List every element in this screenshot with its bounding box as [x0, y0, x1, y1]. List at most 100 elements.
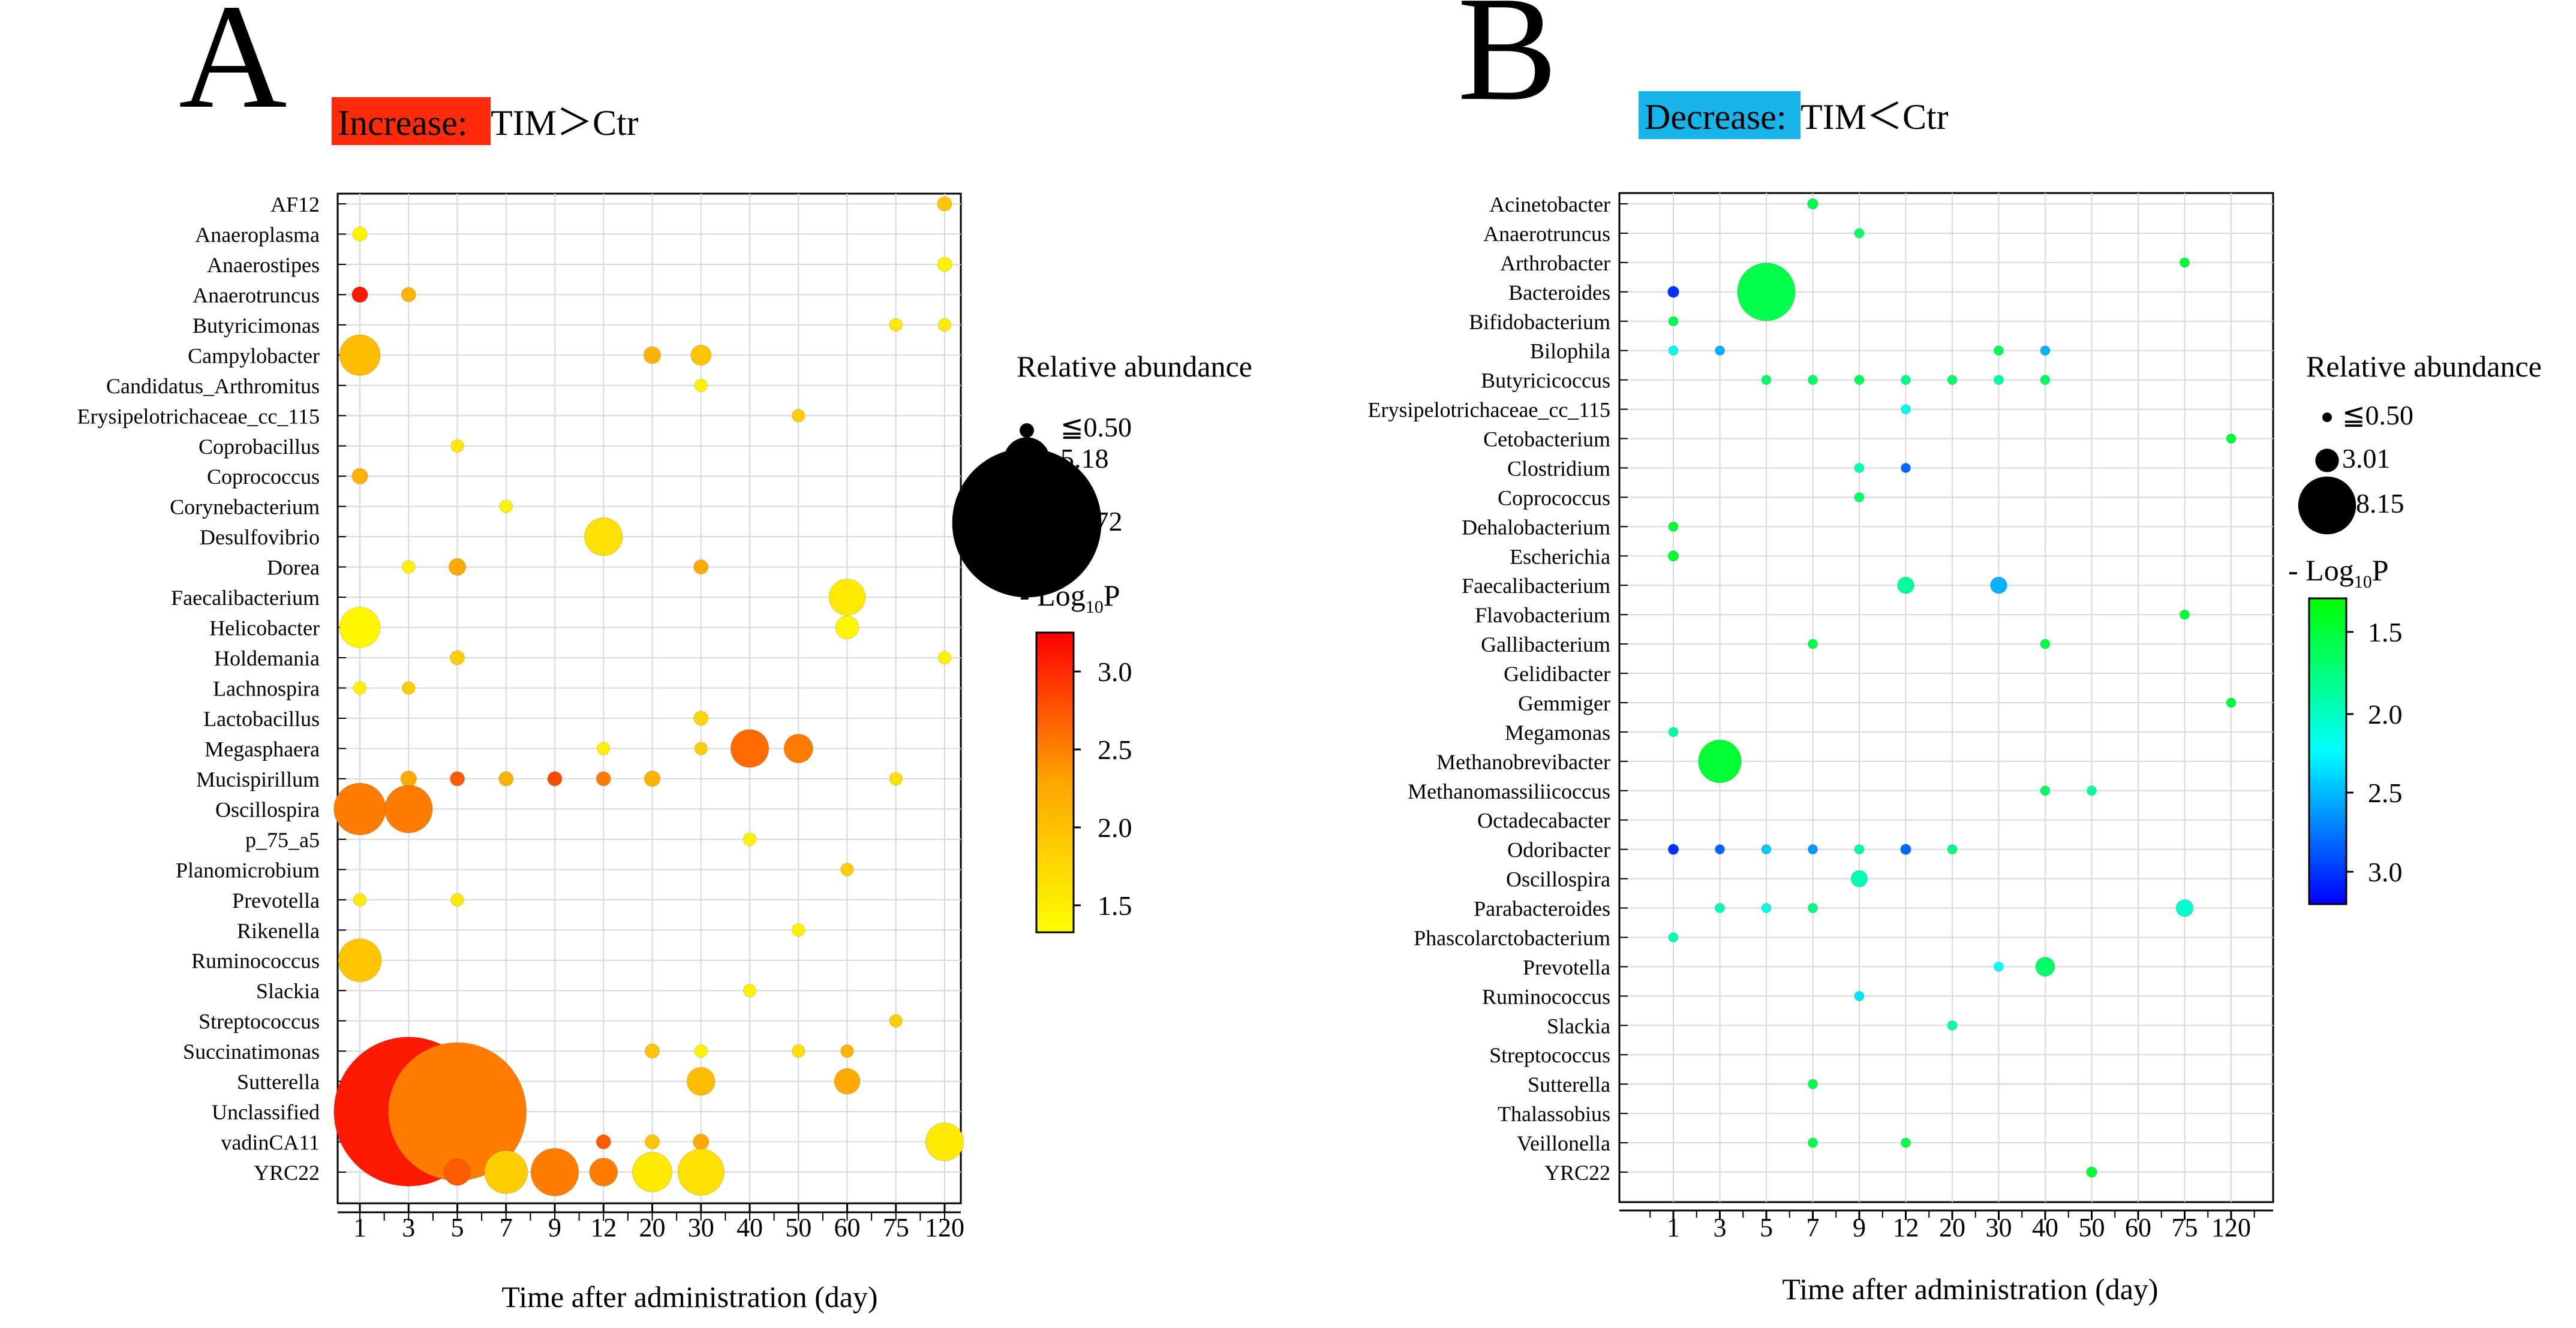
- panel-a-data-point: [353, 681, 367, 695]
- panel-a-y-tick-label: YRC22: [254, 1161, 320, 1185]
- panel-a-data-point: [333, 782, 386, 836]
- panel-a-tag-label: Increase:: [338, 103, 468, 143]
- panel-a-x-tick-label: 5: [451, 1213, 464, 1242]
- panel-a-y-tick-label: Planomicrobium: [176, 858, 320, 882]
- panel-b-y-tick-label: Gallibacterium: [1481, 633, 1610, 657]
- panel-a-data-point: [840, 863, 854, 877]
- panel-a-data-point: [443, 1158, 471, 1186]
- panel-b-y-tick-label: Bacteroides: [1508, 281, 1610, 305]
- panel-b-data-point: [1667, 550, 1679, 562]
- panel-b-data-point: [1761, 844, 1772, 855]
- panel-a-y-tick-label: Unclassified: [212, 1100, 320, 1124]
- panel-a-data-point: [402, 560, 416, 574]
- panel-b-y-tick-label: Sutterella: [1528, 1073, 1610, 1097]
- panel-a-data-point: [400, 770, 417, 787]
- panel-b-y-tick-label: Flavobacterium: [1475, 603, 1610, 627]
- panel-b-y-tick-label: Acinetobacter: [1489, 192, 1610, 216]
- panel-b-data-point: [1715, 903, 1725, 914]
- panel-b-y-tick-label: Coprococcus: [1498, 486, 1610, 510]
- panel-b-x-tick-label: 5: [1760, 1213, 1773, 1242]
- panel-b-data-point: [1854, 990, 1865, 1001]
- panel-b-y-tick-label: Gemmiger: [1518, 691, 1610, 715]
- panel-b-data-point: [2086, 1166, 2097, 1178]
- panel-b-data-point: [1698, 739, 1742, 784]
- panel-a-data-point: [834, 1068, 861, 1095]
- panel-b-data-point: [1737, 263, 1796, 321]
- panel-a-data-point: [450, 650, 465, 665]
- panel-a-y-tick-label: Slackia: [256, 979, 320, 1003]
- panel-a-size-legend-label-small: ≦0.50: [1060, 412, 1132, 442]
- panel-a-y-tick-label: Anaerostipes: [207, 253, 320, 277]
- panel-a-data-point: [643, 346, 662, 365]
- panel-a-data-point: [597, 742, 611, 755]
- panel-b-data-point: [1808, 1079, 1818, 1089]
- panel-b-x-tick-label: 20: [1939, 1213, 1965, 1242]
- panel-a-data-point: [402, 681, 416, 695]
- panel-a-color-tick-label: 2.0: [1098, 812, 1132, 843]
- panel-b-data-point: [2040, 785, 2051, 796]
- panel-b-data-point: [2226, 697, 2237, 708]
- panel-a-y-tick-label: Lactobacillus: [203, 707, 320, 731]
- panel-a-data-point: [925, 1122, 964, 1161]
- panel-b-y-tick-label: Octadecabacter: [1477, 809, 1610, 833]
- panel-b-data-point: [1808, 844, 1818, 855]
- panel-b-data-point: [2087, 785, 2097, 796]
- panel-b-x-tick-label: 40: [2032, 1213, 2058, 1242]
- panel-b-color-tick-label: 2.5: [2368, 778, 2403, 808]
- panel-b-y-tick-label: YRC22: [1544, 1161, 1610, 1185]
- panel-a-y-tick-label: Streptococcus: [199, 1010, 320, 1034]
- panel-a-y-tick-label: Anaerotruncus: [193, 283, 320, 307]
- panel-a-y-tick-label: Megasphaera: [205, 737, 320, 761]
- panel-a-data-point: [352, 226, 368, 242]
- panel-a-data-point: [644, 770, 661, 787]
- panel-b-y-tick-label: Methanobrevibacter: [1436, 750, 1610, 774]
- panel-a-data-point: [937, 318, 952, 332]
- panel-a-data-point: [693, 1133, 710, 1151]
- panel-a-size-legend-title: Relative abundance: [1017, 350, 1252, 383]
- panel-a-x-axis-title: Time after administration (day): [501, 1280, 877, 1314]
- panel-a-data-point: [743, 983, 757, 998]
- panel-b-tag-background: [1639, 91, 1801, 139]
- panel-b-y-tick-label: Escherichia: [1510, 544, 1610, 568]
- panel-b-y-tick-label: Methanomassiliicoccus: [1408, 779, 1610, 803]
- panel-b-data-point: [1668, 932, 1679, 942]
- panel-b-x-tick-label: 75: [2172, 1213, 2198, 1242]
- panel-b-size-legend-label-small: ≦0.50: [2342, 400, 2413, 430]
- panel-b-data-point: [1901, 375, 1911, 386]
- panel-a-y-tick-label: Succinatimonas: [183, 1040, 320, 1064]
- panel-b-y-tick-label: Veillonella: [1517, 1131, 1610, 1155]
- panel-a-data-point: [499, 499, 513, 513]
- panel-b-y-tick-label: Ruminococcus: [1482, 984, 1610, 1008]
- panel-b-size-legend-title: Relative abundance: [2306, 350, 2542, 383]
- panel-a-y-tick-label: AF12: [270, 192, 320, 216]
- panel-a-data-point: [450, 893, 464, 907]
- panel-b-data-point: [1901, 404, 1911, 415]
- panel-b-x-tick-label: 3: [1714, 1213, 1727, 1242]
- panel-b-y-tick-label: Clostridium: [1507, 456, 1610, 480]
- panel-a-x-tick-label: 1: [353, 1213, 366, 1242]
- panel-a-plot: 1 3 5 7 9 12 20 30 40 50 60 75 120AF12AnaeroplasmaAn…: [77, 192, 1102, 1242]
- panel-a-color-tick-label: 1.5: [1098, 890, 1132, 921]
- panel-a-y-tick-label: Oscillospira: [215, 797, 320, 821]
- panel-b-y-tick-label: Arthrobacter: [1500, 251, 1610, 275]
- panel-b-data-point: [1947, 844, 1958, 855]
- panel-a-y-tick-label: Coprobacillus: [199, 435, 320, 459]
- panel-a-y-tick-label: Candidatus_Arthromitus: [106, 374, 320, 398]
- panel-b-color-tick-label: 2.0: [2368, 699, 2403, 730]
- panel-b-data-point: [2040, 639, 2051, 649]
- panel-a-y-tick-label: Mucispirillum: [196, 767, 320, 791]
- panel-b-y-tick-label: Bilophila: [1530, 339, 1610, 363]
- panel-a-x-tick-label: 3: [402, 1213, 415, 1242]
- panel-b-color-tick-label: 1.5: [2368, 617, 2403, 648]
- panel-a-y-tick-label: vadinCA11: [221, 1131, 320, 1155]
- panel-a-data-point: [589, 1158, 618, 1187]
- panel-b-label: B: [1457, 0, 1558, 132]
- panel-a-data-point: [596, 1134, 611, 1150]
- panel-a-data-point: [889, 318, 903, 332]
- panel-a-data-point: [694, 1044, 708, 1058]
- panel-a-data-point: [730, 729, 770, 768]
- panel-b-data-point: [1715, 345, 1725, 356]
- panel-b-data-point: [1854, 462, 1865, 473]
- panel-b-x-tick-label: 50: [2079, 1213, 2105, 1242]
- panel-b-data-point: [1808, 375, 1818, 386]
